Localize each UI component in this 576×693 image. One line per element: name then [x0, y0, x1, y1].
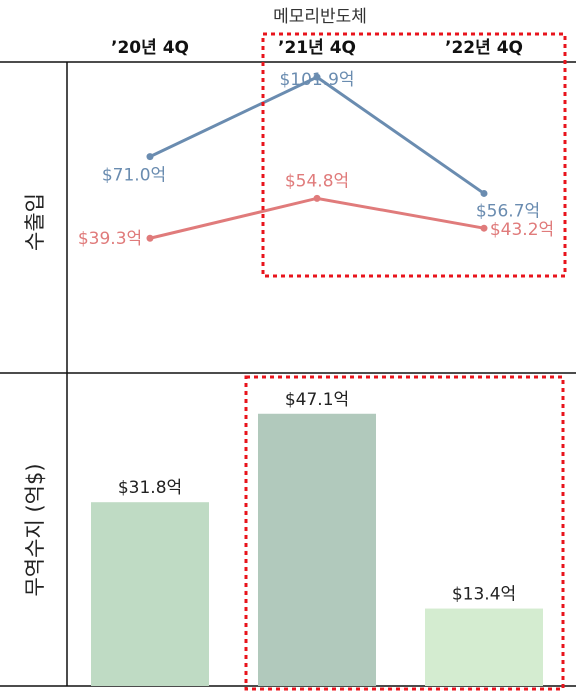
- category-label: ’20년 4Q: [111, 38, 189, 58]
- bar-label: $31.8억: [118, 478, 182, 498]
- category-label: ’22년 4Q: [445, 38, 523, 58]
- point-label: $43.2억: [490, 220, 554, 240]
- bottom-panel-ylabel: 무역수지 (억$): [23, 463, 47, 596]
- line-point: [146, 153, 154, 161]
- category-label: ’21년 4Q: [278, 38, 356, 58]
- point-label: $39.3억: [78, 229, 142, 249]
- point-label: $71.0억: [102, 166, 166, 186]
- line-series: $71.0억 $101.9억 $56.7억 $39.3억 $54.8억 $43.2억: [78, 70, 554, 249]
- line-point: [480, 224, 488, 232]
- point-label: $56.7억: [476, 201, 540, 221]
- chart-title: 메모리반도체: [273, 7, 367, 27]
- line-point: [480, 189, 488, 197]
- bar: [258, 413, 376, 686]
- line-point: [313, 73, 321, 81]
- series-line: [149, 196, 485, 240]
- bar-label: $47.1억: [285, 390, 349, 410]
- bar: [425, 608, 543, 686]
- highlight-box-bottom: [244, 375, 565, 691]
- line-point: [313, 194, 321, 202]
- bar: [91, 502, 209, 686]
- highlight-boxes: [244, 32, 567, 691]
- point-label: $101.9억: [279, 70, 354, 90]
- point-label: $54.8억: [285, 171, 349, 191]
- top-panel-ylabel: 수출입: [23, 193, 47, 251]
- bar-series: $31.8억 $47.1억 $13.4억: [91, 390, 543, 686]
- line-point: [146, 234, 154, 242]
- bar-label: $13.4억: [452, 585, 516, 605]
- category-labels: ’20년 4Q ’21년 4Q ’22년 4Q: [111, 38, 523, 58]
